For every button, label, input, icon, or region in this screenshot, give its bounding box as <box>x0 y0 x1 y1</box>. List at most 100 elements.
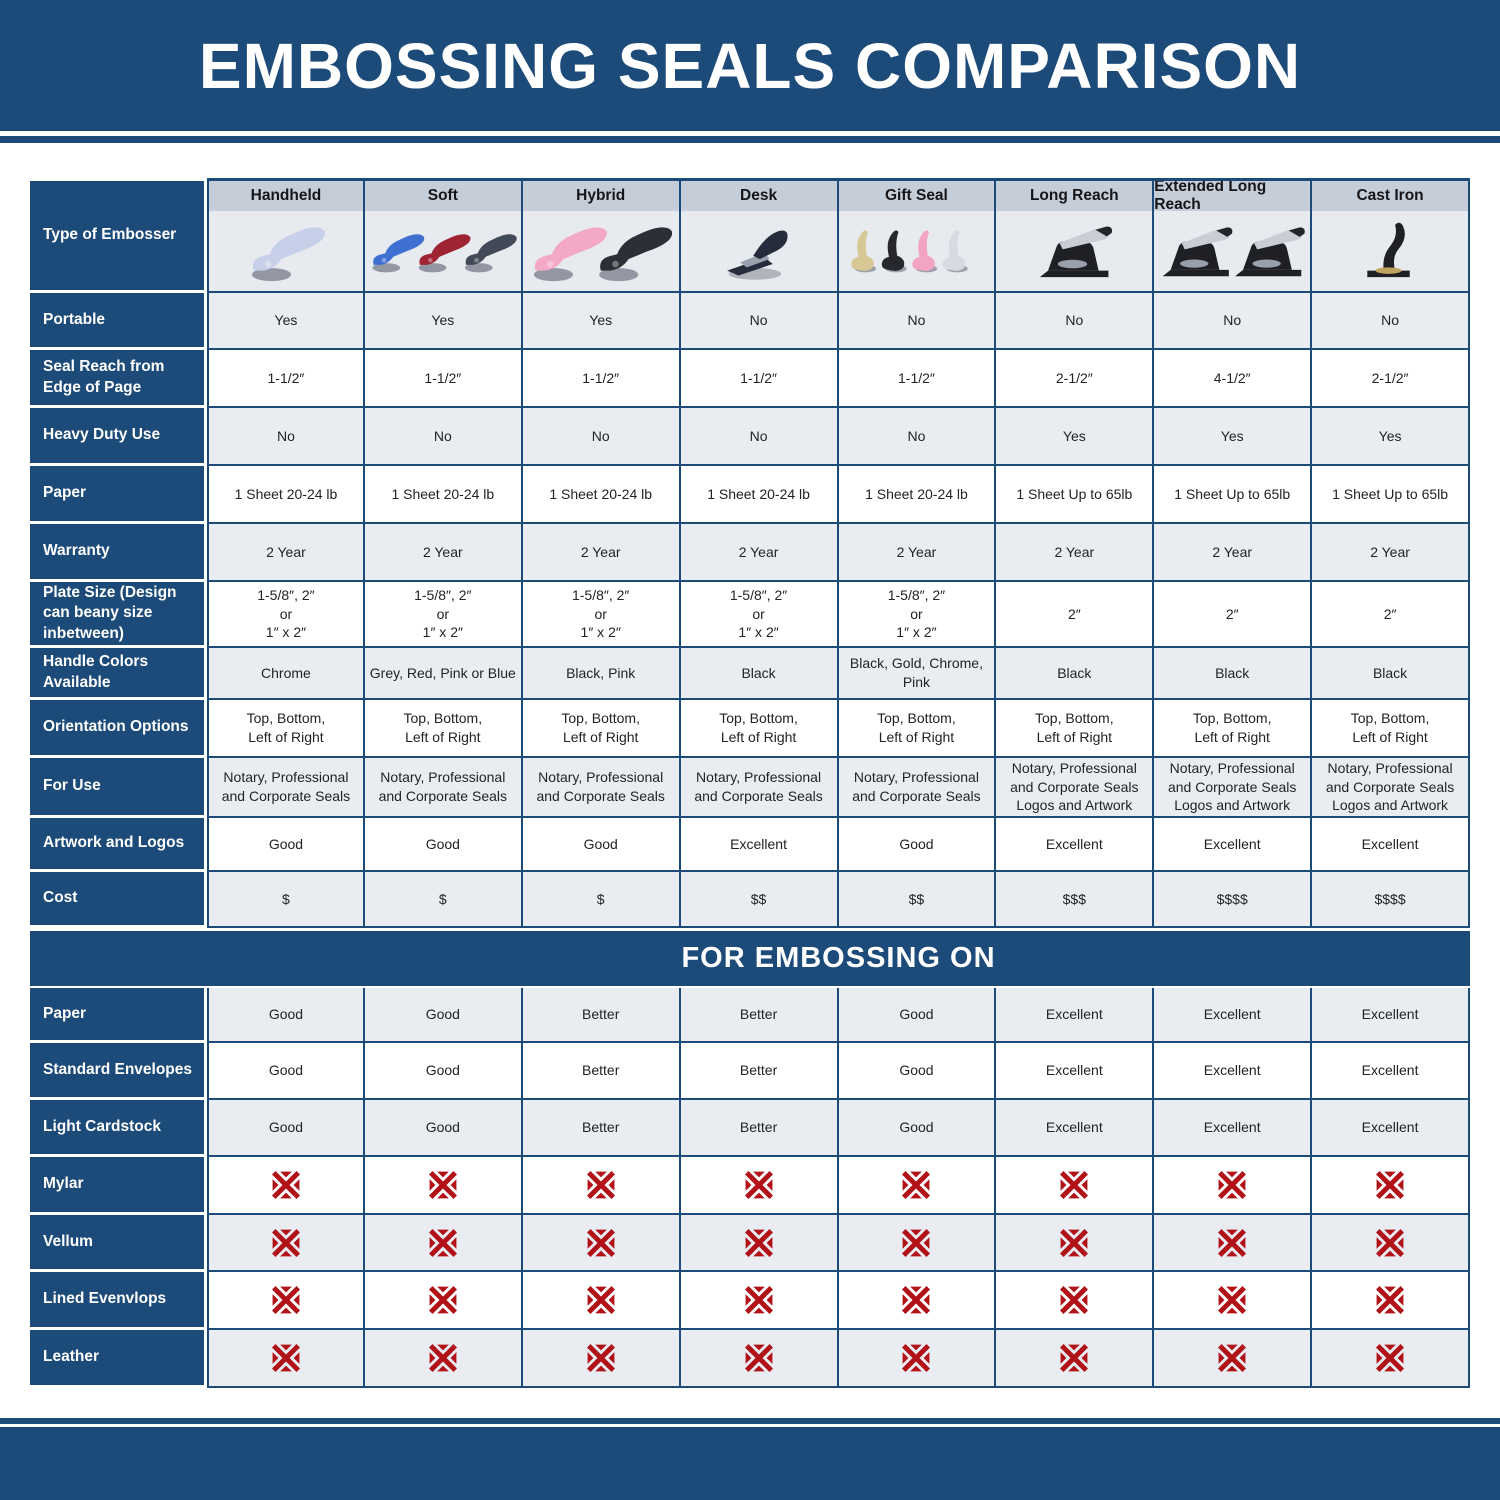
header-divider-navy <box>0 136 1500 143</box>
page-footer <box>0 1427 1500 1500</box>
cell-leather-cast-iron <box>1312 1330 1470 1388</box>
cell-leather-handheld <box>207 1330 365 1388</box>
cell-for-use-long-reach: Notary, Professional and Corporate Seals… <box>996 758 1155 818</box>
not-supported-x-icon <box>1060 1171 1089 1199</box>
cell-seal-reach-from-edge-of-page-hybrid: 1-1/2″ <box>522 350 681 408</box>
cell-seal-reach-from-edge-of-page-desk: 1-1/2″ <box>680 350 839 408</box>
row-label-seal-reach-from-edge-of-page: Seal Reach from Edge of Page <box>30 350 207 408</box>
cell-paper-cast-iron: 1 Sheet Up to 65lb <box>1312 466 1470 524</box>
row-label-handle-colors-available: Handle Colors Available <box>30 648 207 700</box>
soft-embosser-icon <box>372 234 517 273</box>
not-supported-x-icon <box>1376 1171 1405 1199</box>
row-label-heavy-duty-use: Heavy Duty Use <box>30 408 207 466</box>
cell-light-cardstock-extended-long-reach: Excellent <box>1154 1100 1313 1157</box>
cell-portable-desk: No <box>680 293 839 350</box>
cell-vellum-long-reach <box>996 1215 1155 1272</box>
cell-heavy-duty-use-gift-seal: No <box>838 408 997 466</box>
cell-cost-soft: $ <box>364 872 523 928</box>
cell-paper-long-reach: 1 Sheet Up to 65lb <box>996 466 1155 524</box>
cell-standard-envelopes-hybrid: Better <box>522 1043 681 1100</box>
cell-light-cardstock-desk: Better <box>680 1100 839 1157</box>
cell-handle-colors-available-long-reach: Black <box>996 648 1155 700</box>
cell-seal-reach-from-edge-of-page-long-reach: 2-1/2″ <box>996 350 1155 408</box>
cell-light-cardstock-long-reach: Excellent <box>996 1100 1155 1157</box>
cell-lined-evenvlops-gift-seal <box>838 1272 997 1330</box>
cell-light-cardstock-handheld: Good <box>207 1100 365 1157</box>
desk-embosser-image <box>680 211 837 291</box>
row-label-warranty: Warranty <box>30 524 207 582</box>
not-supported-x-icon <box>744 1344 773 1372</box>
cell-artwork-and-logos-gift-seal: Good <box>838 818 997 872</box>
handheld-embosser-icon <box>251 227 325 282</box>
not-supported-x-icon <box>428 1171 457 1199</box>
cell-mylar-handheld <box>207 1157 365 1215</box>
cell-standard-envelopes-long-reach: Excellent <box>996 1043 1155 1100</box>
not-supported-x-icon <box>586 1344 615 1372</box>
column-header-long-reach: Long Reach <box>996 181 1153 211</box>
column-soft: Soft <box>364 178 523 293</box>
cell-lined-evenvlops-desk <box>680 1272 839 1330</box>
cell-for-use-cast-iron: Notary, Professional and Corporate Seals… <box>1312 758 1470 818</box>
cell-vellum-handheld <box>207 1215 365 1272</box>
cell-plate-size-design-can-beany-size-inbetween-desk: 1-5/8″, 2″ or 1″ x 2″ <box>680 582 839 648</box>
cell-paper-desk: Better <box>680 988 839 1043</box>
cell-standard-envelopes-cast-iron: Excellent <box>1312 1043 1470 1100</box>
row-label-mylar: Mylar <box>30 1157 207 1215</box>
row-label-standard-envelopes: Standard Envelopes <box>30 1043 207 1100</box>
cell-for-use-soft: Notary, Professional and Corporate Seals <box>364 758 523 818</box>
cell-leather-extended-long-reach <box>1154 1330 1313 1388</box>
cell-lined-evenvlops-cast-iron <box>1312 1272 1470 1330</box>
not-supported-x-icon <box>586 1286 615 1314</box>
cell-paper-desk: 1 Sheet 20-24 lb <box>680 466 839 524</box>
cell-cost-desk: $$ <box>680 872 839 928</box>
cell-portable-extended-long-reach: No <box>1154 293 1313 350</box>
cell-paper-handheld: Good <box>207 988 365 1043</box>
page-title: EMBOSSING SEALS COMPARISON <box>198 29 1302 102</box>
cell-orientation-options-hybrid: Top, Bottom, Left of Right <box>522 700 681 758</box>
cell-mylar-desk <box>680 1157 839 1215</box>
not-supported-x-icon <box>1218 1286 1247 1314</box>
cell-portable-handheld: Yes <box>207 293 365 350</box>
not-supported-x-icon <box>902 1344 931 1372</box>
cell-portable-hybrid: Yes <box>522 293 681 350</box>
cell-plate-size-design-can-beany-size-inbetween-extended-long-reach: 2″ <box>1154 582 1313 648</box>
cell-warranty-long-reach: 2 Year <box>996 524 1155 582</box>
cell-heavy-duty-use-soft: No <box>364 408 523 466</box>
cell-mylar-extended-long-reach <box>1154 1157 1313 1215</box>
cell-orientation-options-soft: Top, Bottom, Left of Right <box>364 700 523 758</box>
cell-seal-reach-from-edge-of-page-handheld: 1-1/2″ <box>207 350 365 408</box>
column-header-handheld: Handheld <box>209 181 363 211</box>
row-label-type-of-embosser: Type of Embosser <box>30 178 207 293</box>
long-reach-embosser-icon <box>1040 226 1113 278</box>
cell-leather-long-reach <box>996 1330 1155 1388</box>
row-label-light-cardstock: Light Cardstock <box>30 1100 207 1157</box>
cell-handle-colors-available-soft: Grey, Red, Pink or Blue <box>364 648 523 700</box>
cell-handle-colors-available-handheld: Chrome <box>207 648 365 700</box>
cell-vellum-extended-long-reach <box>1154 1215 1313 1272</box>
hybrid-embosser-image <box>522 211 679 291</box>
cell-plate-size-design-can-beany-size-inbetween-cast-iron: 2″ <box>1312 582 1470 648</box>
cell-orientation-options-cast-iron: Top, Bottom, Left of Right <box>1312 700 1470 758</box>
not-supported-x-icon <box>586 1171 615 1199</box>
not-supported-x-icon <box>1376 1228 1405 1257</box>
gift-seal-embosser-image <box>838 211 995 291</box>
not-supported-x-icon <box>1376 1344 1405 1372</box>
not-supported-x-icon <box>744 1171 773 1199</box>
cell-warranty-soft: 2 Year <box>364 524 523 582</box>
cell-artwork-and-logos-handheld: Good <box>207 818 365 872</box>
cell-paper-gift-seal: Good <box>838 988 997 1043</box>
cell-light-cardstock-cast-iron: Excellent <box>1312 1100 1470 1157</box>
cell-artwork-and-logos-extended-long-reach: Excellent <box>1154 818 1313 872</box>
cell-paper-hybrid: 1 Sheet 20-24 lb <box>522 466 681 524</box>
not-supported-x-icon <box>271 1344 300 1372</box>
not-supported-x-icon <box>902 1171 931 1199</box>
not-supported-x-icon <box>428 1344 457 1372</box>
cell-mylar-cast-iron <box>1312 1157 1470 1215</box>
page-header: EMBOSSING SEALS COMPARISON <box>0 0 1500 131</box>
column-header-hybrid: Hybrid <box>522 181 679 211</box>
cell-mylar-long-reach <box>996 1157 1155 1215</box>
footer-divider-white <box>0 1424 1500 1427</box>
cell-artwork-and-logos-long-reach: Excellent <box>996 818 1155 872</box>
cast-iron-embosser-icon <box>1367 222 1410 278</box>
cell-artwork-and-logos-soft: Good <box>364 818 523 872</box>
